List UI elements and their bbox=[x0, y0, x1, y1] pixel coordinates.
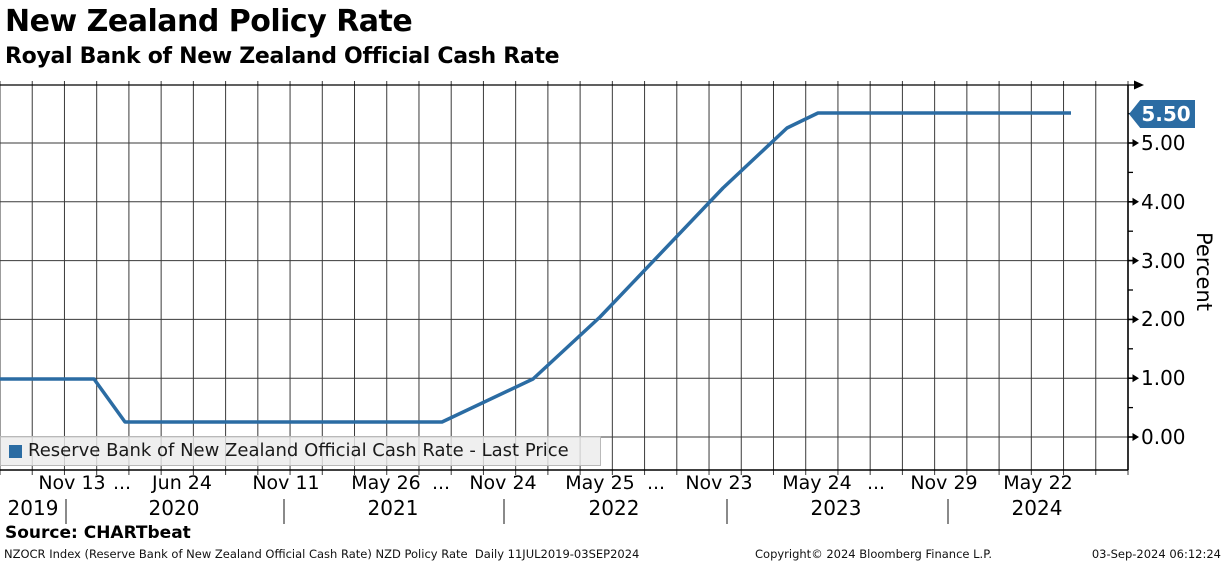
legend-marker-icon bbox=[9, 445, 22, 458]
y-tick-arrow-icon bbox=[1132, 256, 1139, 265]
footer-datetime: 03-Sep-2024 06:12:24 bbox=[1091, 547, 1221, 561]
source-label: Source: CHARTbeat bbox=[5, 523, 191, 543]
footer-copyright: Copyright© 2024 Bloomberg Finance L.P. bbox=[755, 547, 992, 561]
y-axis-tick-label: 5.00 bbox=[1141, 131, 1186, 155]
x-axis-date-label: ... bbox=[646, 472, 666, 494]
y-axis-tick-label: 4.00 bbox=[1141, 189, 1186, 214]
x-axis-year-label: 2023 bbox=[810, 496, 862, 520]
x-axis-year-label: 2021 bbox=[367, 496, 419, 520]
y-axis-title: Percent bbox=[1192, 232, 1216, 312]
footer-description: NZOCR Index (Reserve Bank of New Zealand… bbox=[4, 547, 640, 561]
x-axis-year-label: 2024 bbox=[1011, 496, 1063, 520]
x-axis-date-label: Nov 11 bbox=[252, 472, 320, 494]
x-axis-date-label: ... bbox=[866, 472, 886, 494]
y-tick-arrow-icon bbox=[1132, 139, 1139, 147]
y-tick-arrow-icon bbox=[1132, 433, 1139, 441]
year-separator-line bbox=[65, 499, 67, 524]
x-axis-year-label: 2020 bbox=[148, 496, 200, 520]
x-axis-date-label: Nov 13 bbox=[38, 472, 106, 494]
x-axis-year-label: 2019 bbox=[7, 496, 59, 520]
year-separator-line bbox=[503, 499, 505, 524]
y-axis-tick-label: 1.00 bbox=[1141, 366, 1186, 391]
y-tick-arrow-icon bbox=[1132, 374, 1139, 383]
y-axis-tick-label: 2.00 bbox=[1141, 307, 1186, 332]
x-axis-date-label: May 25 bbox=[565, 472, 635, 494]
x-axis-date-label: Nov 24 bbox=[469, 472, 537, 494]
x-axis-year-label: 2022 bbox=[588, 496, 640, 520]
y-axis-tick-label: 3.00 bbox=[1141, 248, 1186, 273]
x-axis-date-label: May 22 bbox=[1003, 472, 1073, 494]
page-title: New Zealand Policy Rate bbox=[5, 4, 413, 39]
axis-arrow-icon bbox=[1134, 80, 1144, 90]
legend-label: Reserve Bank of New Zealand Official Cas… bbox=[28, 440, 569, 461]
y-tick-arrow-icon bbox=[1132, 197, 1139, 206]
y-axis-tick-label: 0.00 bbox=[1141, 425, 1186, 449]
x-axis-date-label: ... bbox=[112, 472, 132, 494]
x-axis-date-label: Nov 29 bbox=[910, 472, 978, 494]
year-separator-line bbox=[726, 499, 728, 524]
year-separator-line bbox=[283, 499, 285, 524]
last-price-tag: 5.50 bbox=[1129, 100, 1195, 128]
year-separator-line bbox=[947, 499, 949, 524]
y-tick-arrow-icon bbox=[1132, 315, 1139, 324]
x-axis-date-label: ... bbox=[431, 472, 451, 494]
x-axis-date-label: Jun 24 bbox=[152, 472, 212, 494]
x-axis-date-label: May 26 bbox=[351, 472, 421, 494]
price-line bbox=[0, 111, 1071, 424]
page-subtitle: Royal Bank of New Zealand Official Cash … bbox=[5, 44, 560, 69]
x-axis-date-label: May 24 bbox=[782, 472, 852, 494]
x-axis-date-label: Nov 23 bbox=[685, 472, 753, 494]
legend: Reserve Bank of New Zealand Official Cas… bbox=[0, 436, 601, 466]
